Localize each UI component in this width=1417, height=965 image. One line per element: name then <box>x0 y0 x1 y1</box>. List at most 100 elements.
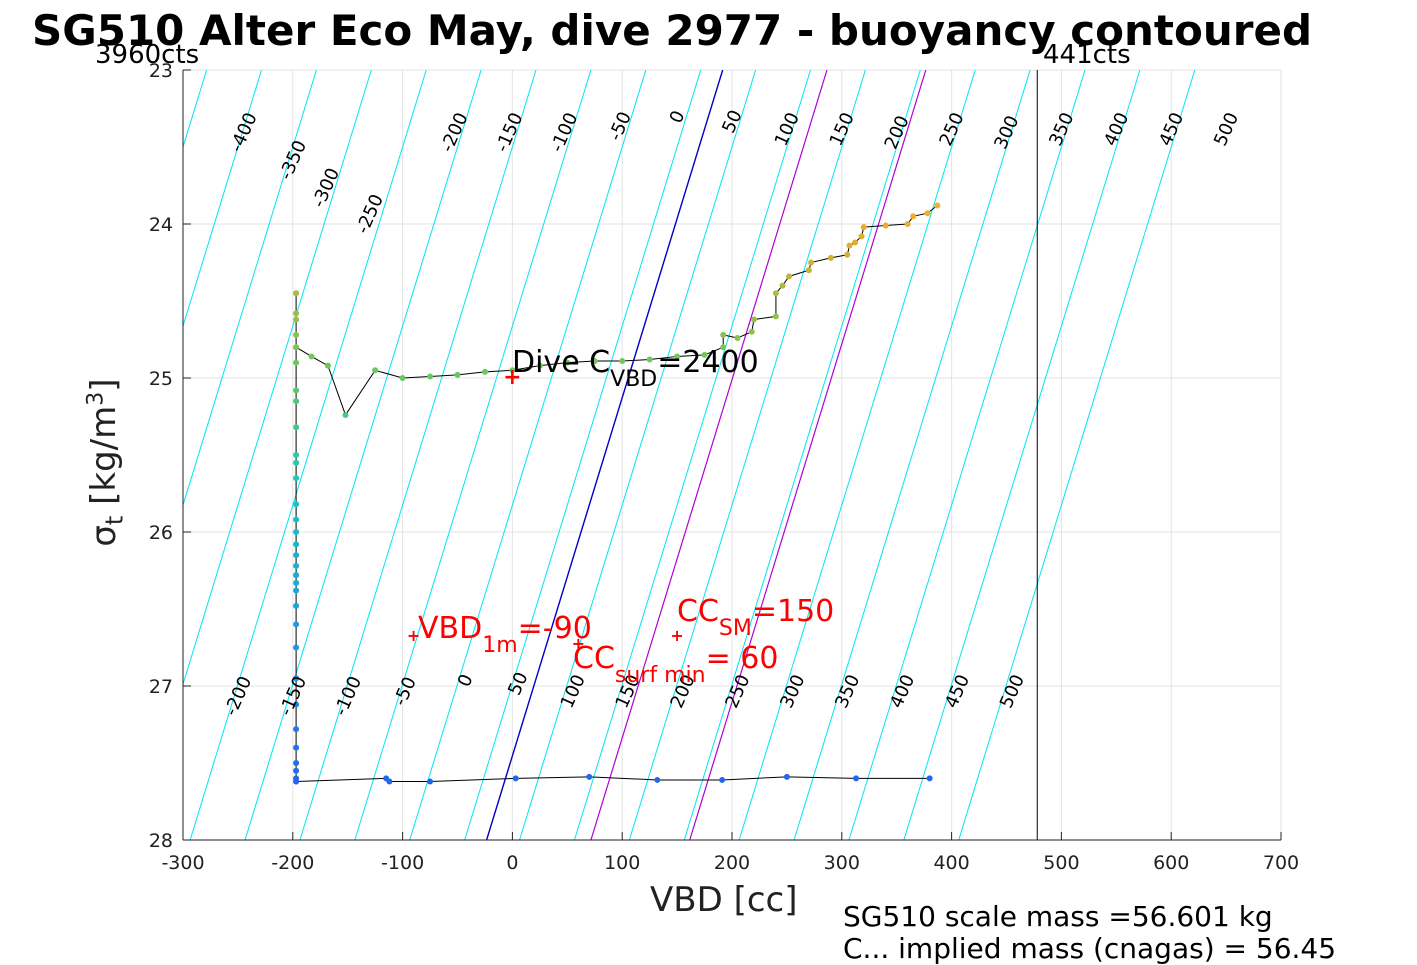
data-point <box>293 701 300 708</box>
data-point <box>293 344 300 351</box>
data-point <box>293 290 300 297</box>
contour-line <box>738 70 976 840</box>
data-point <box>293 424 300 431</box>
contour-label: -50 <box>390 674 421 709</box>
data-point <box>786 273 793 280</box>
data-point <box>808 259 815 266</box>
data-point <box>293 359 300 366</box>
data-point <box>293 310 300 317</box>
contour-label: 250 <box>935 109 968 149</box>
contour-line <box>0 70 42 840</box>
vbd-1m-marker: + <box>407 626 420 645</box>
dive-c-vbd-annotation: Dive CVBD=2400 <box>512 345 759 392</box>
data-point <box>481 368 488 375</box>
contour-label: 350 <box>831 671 864 711</box>
contour-label: 50 <box>504 669 533 698</box>
chart-title: SG510 Alter Eco May, dive 2977 - buoyanc… <box>32 6 1313 55</box>
data-point <box>293 452 300 458</box>
data-point <box>619 358 626 365</box>
contour-label: -400 <box>226 110 262 156</box>
data-point <box>904 221 911 227</box>
data-point <box>293 675 300 682</box>
y-tick-label: 25 <box>149 368 173 390</box>
data-point <box>564 359 571 366</box>
contour-label: -150 <box>492 110 528 156</box>
data-point <box>293 602 300 609</box>
contour-line <box>0 70 97 840</box>
data-point <box>293 760 300 766</box>
cc-surf-min-marker: + <box>572 634 585 653</box>
contour-label: 400 <box>886 671 919 711</box>
data-point <box>846 242 853 249</box>
contour-line <box>189 70 427 840</box>
contour-label: -150 <box>275 673 311 719</box>
x-tick-label: -200 <box>271 852 314 874</box>
dive-c-vbd-marker: + <box>503 365 521 390</box>
data-point <box>674 353 681 360</box>
x-tick-label: 0 <box>506 852 518 874</box>
data-point <box>293 644 300 651</box>
data-point <box>342 411 349 418</box>
x-tick-label: 500 <box>1043 852 1079 874</box>
contour-label: 300 <box>776 671 809 711</box>
contour-line <box>903 70 1141 840</box>
data-point <box>372 367 379 374</box>
data-point <box>293 331 300 338</box>
data-point <box>719 776 726 783</box>
data-point <box>293 744 300 751</box>
contour-label: -300 <box>308 165 344 211</box>
data-point <box>858 233 865 240</box>
data-point <box>827 254 834 261</box>
data-point <box>772 313 779 320</box>
data-point <box>844 251 851 258</box>
contour-label: -100 <box>330 673 366 719</box>
cc-sm-marker: + <box>670 626 683 645</box>
contour-line <box>683 70 921 840</box>
x-tick-label: -300 <box>161 852 204 874</box>
contour-label: -200 <box>437 110 473 156</box>
footer-implied-mass: C... implied mass (cnagas) = 56.45 <box>843 932 1337 965</box>
contour-line <box>0 70 152 840</box>
data-point <box>293 529 300 535</box>
x-tick-label: 600 <box>1153 852 1189 874</box>
data-point <box>779 282 786 289</box>
contour-label: 100 <box>771 109 804 149</box>
data-point <box>654 776 661 783</box>
data-point <box>509 367 516 374</box>
contour-label: 500 <box>996 671 1029 711</box>
contour-label: 300 <box>990 112 1023 152</box>
data-point <box>293 387 300 394</box>
y-tick-label: 24 <box>149 214 173 236</box>
y-tick-label: 28 <box>149 830 173 852</box>
data-point <box>926 775 933 782</box>
data-point <box>750 316 757 323</box>
data-point <box>427 778 434 785</box>
data-point <box>293 621 300 628</box>
cc-contour-line <box>590 70 828 840</box>
contour-label: -200 <box>220 673 256 719</box>
data-point <box>293 767 300 774</box>
contour-line <box>183 70 262 328</box>
data-point <box>720 344 727 351</box>
contour-label: -100 <box>547 110 583 156</box>
data-point <box>512 775 519 782</box>
contour-label: 500 <box>1210 109 1243 149</box>
data-point <box>386 778 393 785</box>
data-point <box>924 210 931 217</box>
data-point <box>399 375 406 381</box>
data-point <box>293 516 300 523</box>
contour-line <box>183 70 372 686</box>
data-point <box>427 373 434 380</box>
x-tick-label: 300 <box>824 852 860 874</box>
data-point <box>293 541 300 548</box>
data-point <box>851 239 858 246</box>
contour-line <box>354 70 592 840</box>
data-point <box>720 331 727 338</box>
y-axis-label: σt [kg/m3] <box>83 378 129 547</box>
contour-line <box>573 70 811 840</box>
contour-label: -350 <box>275 137 311 183</box>
cc-surf-min-annotation: CCsurf min= 60 <box>573 641 779 688</box>
contour-line <box>848 70 1086 840</box>
data-point <box>293 475 300 482</box>
data-point <box>324 362 331 369</box>
